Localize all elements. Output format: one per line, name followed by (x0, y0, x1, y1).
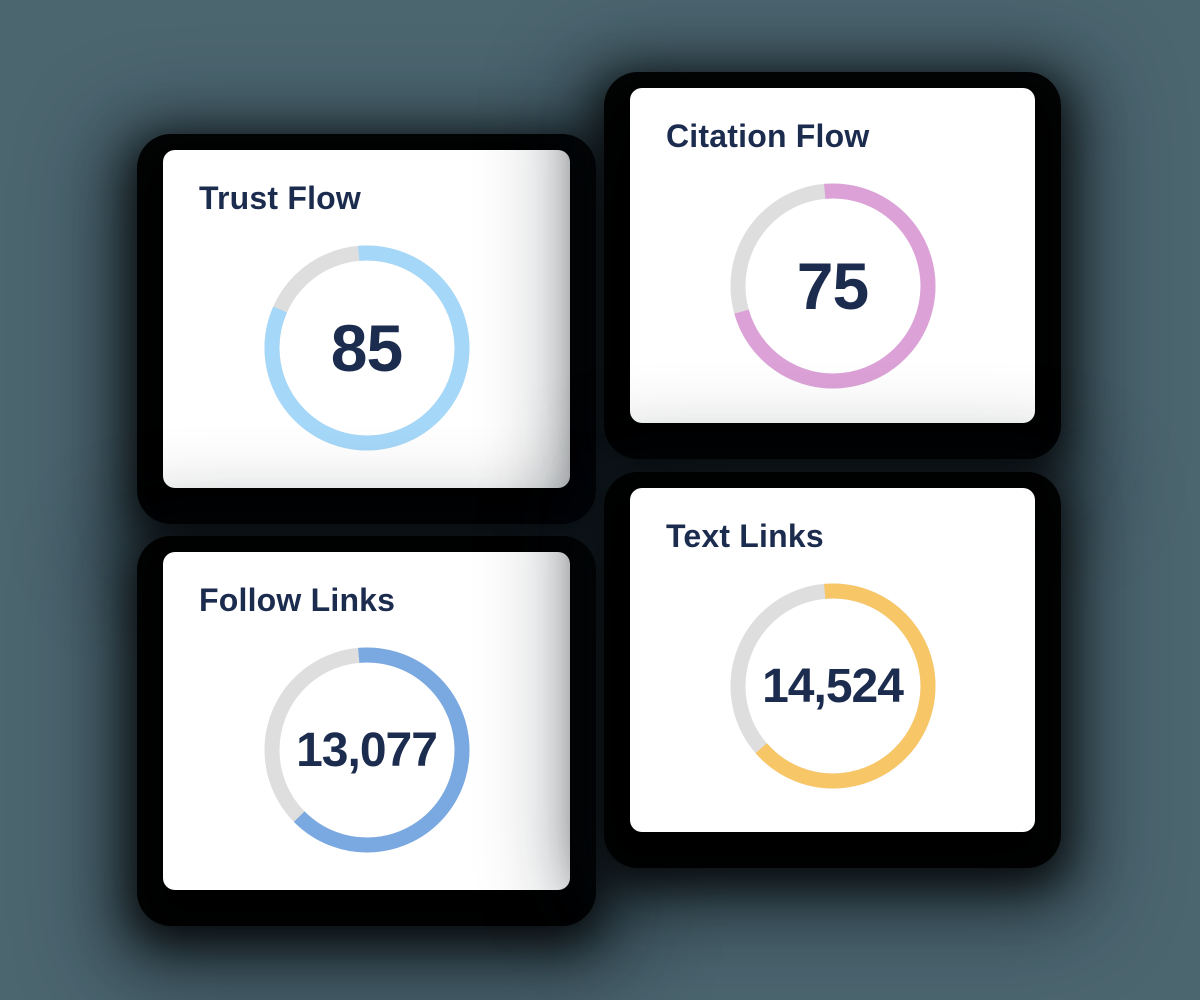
text-links-value: 14,524 (762, 659, 904, 713)
card-trust-flow: Trust Flow 85 (163, 150, 570, 488)
donut-arc (264, 245, 469, 451)
card-title-follow-links: Follow Links (199, 582, 396, 618)
citation-flow-value: 75 (796, 249, 869, 323)
card-title-text-links: Text Links (666, 518, 824, 554)
follow-links-donut-chart: 13,077 (257, 640, 477, 860)
donut-ring-svg (730, 183, 935, 389)
card-title-trust-flow: Trust Flow (199, 180, 361, 216)
donut-arc (730, 183, 935, 389)
trust-flow-value: 85 (330, 311, 403, 385)
trust-flow-donut-chart: 85 (257, 238, 477, 458)
card-citation-flow: Citation Flow 75 (630, 88, 1035, 423)
card-follow-links: Follow Links 13,077 (163, 552, 570, 890)
donut-arc (730, 583, 935, 789)
donut-arc (264, 647, 469, 853)
donut-ring-svg (264, 647, 469, 853)
donut-ring-svg (730, 583, 935, 789)
card-title-citation-flow: Citation Flow (666, 118, 870, 154)
citation-flow-donut-chart: 75 (723, 176, 943, 396)
card-text-links: Text Links 14,524 (630, 488, 1035, 832)
text-links-donut-chart: 14,524 (723, 576, 943, 796)
donut-ring-svg (264, 245, 469, 451)
follow-links-value: 13,077 (296, 723, 438, 777)
